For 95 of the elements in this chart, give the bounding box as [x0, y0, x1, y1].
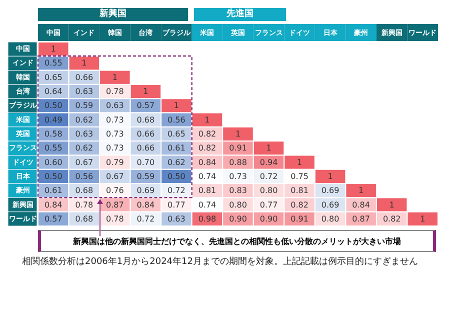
data-label: 0.87: [352, 214, 370, 224]
data-label: 0.58: [44, 130, 62, 138]
data-label: 1: [235, 130, 241, 138]
data-label: 0.83: [229, 186, 247, 196]
data-label: 0.63: [75, 130, 94, 138]
data-label: 0.73: [106, 130, 124, 138]
data-label: 0.73: [106, 144, 124, 153]
data-label: 0.82: [290, 200, 308, 210]
data-label: 0.72: [168, 186, 186, 196]
data-label: 0.74: [198, 200, 216, 210]
data-label: 0.66: [75, 72, 94, 82]
data-label: 0.74: [198, 172, 216, 181]
data-label: 0.55: [44, 144, 62, 153]
text: 先進国: [194, 8, 286, 21]
text: 相関係数分析は2006年1月から2024年12月までの期間を対象。上記記載は例示目的にすぎません: [22, 256, 419, 268]
data-label: 1: [112, 72, 118, 82]
data-label: 0.84: [198, 158, 216, 167]
data-label: 0.63: [106, 101, 124, 110]
data-label: 1: [389, 200, 394, 210]
data-label: 0.87: [106, 200, 124, 210]
data-label: 0.69: [321, 186, 340, 196]
text: 新興国: [38, 8, 188, 21]
data-label: 0.68: [136, 115, 155, 124]
data-label: 0.50: [168, 172, 186, 181]
data-label: 1: [82, 58, 87, 68]
data-label: 0.67: [75, 158, 94, 167]
data-label: 0.49: [44, 115, 62, 124]
data-label: 0.64: [44, 87, 62, 96]
data-label: 0.84: [352, 200, 370, 210]
data-label: 0.50: [44, 101, 62, 110]
data-label: 0.84: [44, 200, 62, 210]
data-label: 0.82: [382, 214, 401, 224]
data-label: 1: [296, 158, 302, 167]
data-label: 0.75: [290, 172, 308, 181]
data-label: 0.77: [260, 200, 278, 210]
data-label: 0.78: [106, 214, 124, 224]
data-label: 0.63: [75, 87, 94, 96]
data-label: 1: [174, 101, 180, 110]
data-label: 0.60: [44, 158, 62, 167]
data-label: 0.62: [75, 144, 94, 153]
data-label: 1: [143, 87, 148, 96]
data-label: 0.73: [106, 115, 124, 124]
data-label: 0.61: [168, 144, 186, 153]
data-label: 0.62: [75, 115, 94, 124]
data-label: 0.81: [198, 186, 216, 196]
data-label: 0.76: [106, 186, 124, 196]
data-label: 0.66: [136, 130, 155, 138]
data-label: 0.55: [44, 58, 62, 68]
data-label: 0.65: [168, 130, 186, 138]
data-label: 0.61: [44, 186, 62, 196]
data-label: 0.77: [168, 200, 186, 210]
text: 新興国は他の新興国同士だけでなく、先進国との相関性も低い分散のメリットが大きい市場: [38, 230, 436, 252]
data-label: 0.57: [44, 214, 62, 224]
data-label: 0.59: [75, 101, 94, 110]
data-label: 0.78: [106, 87, 124, 96]
data-label: 0.90: [229, 214, 247, 224]
data-label: 0.79: [106, 158, 124, 167]
data-label: 0.59: [136, 172, 155, 181]
data-label: 1: [50, 44, 56, 54]
data-label: 0.91: [290, 214, 308, 224]
data-label: 0.56: [168, 115, 186, 124]
data-label: 0.67: [106, 172, 124, 181]
data-label: 0.91: [229, 144, 247, 153]
data-label: 0.69: [136, 186, 155, 196]
data-label: 1: [266, 144, 272, 153]
data-label: 0.82: [198, 130, 216, 138]
data-label: 0.80: [260, 186, 278, 196]
data-label: 0.66: [136, 144, 155, 153]
data-label: 1: [204, 115, 210, 124]
data-label: 0.80: [321, 214, 340, 224]
data-label: 0.90: [260, 214, 278, 224]
data-label: 0.72: [136, 214, 155, 224]
data-label: 0.72: [260, 172, 278, 181]
data-label: 0.88: [229, 158, 247, 167]
data-label: 0.98: [198, 214, 216, 224]
data-label: 1: [358, 186, 364, 196]
data-label: 0.50: [44, 172, 62, 181]
data-label: 0.70: [136, 158, 155, 167]
data-label: 0.63: [168, 214, 186, 224]
data-label: 0.78: [75, 200, 94, 210]
data-label: 0.62: [168, 158, 186, 167]
data-label: 0.56: [75, 172, 94, 181]
data-label: 0.57: [136, 101, 155, 110]
data-label: 0.82: [198, 144, 216, 153]
data-label: 0.68: [75, 186, 94, 196]
data-label: 0.84: [136, 200, 155, 210]
data-label: 0.81: [290, 186, 308, 196]
data-label: 0.68: [75, 214, 94, 224]
data-label: 0.65: [44, 72, 62, 82]
data-label: 0.73: [229, 172, 247, 181]
data-label: 0.94: [260, 158, 278, 167]
data-label: 0.69: [321, 200, 340, 210]
data-label: 0.80: [229, 200, 247, 210]
data-label: 1: [328, 172, 333, 181]
data-label: 1: [420, 214, 426, 224]
